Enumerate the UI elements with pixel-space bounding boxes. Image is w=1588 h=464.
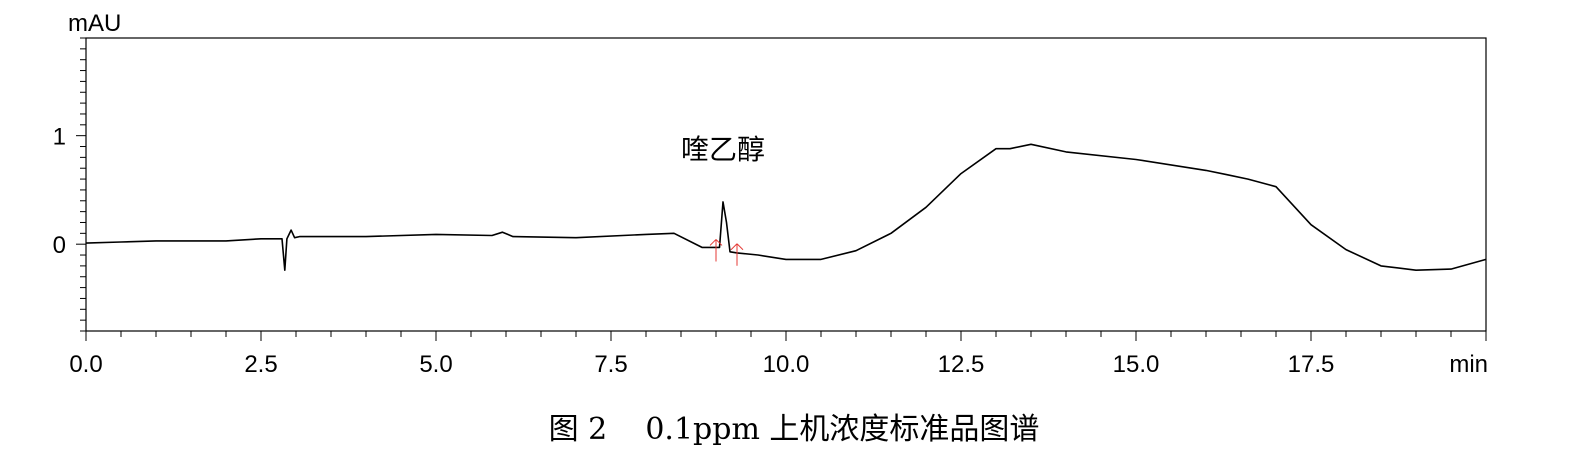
peak-annotations: 喹乙醇 [681,133,765,166]
x-tick-label: 2.5 [244,351,277,378]
marker-head-right [736,243,744,251]
chromatogram-chart: mAU 0.0 2.5 5.0 7.5 10.0 12.5 15.0 17.5 0 1 喹乙醇 m… [53,10,1488,378]
axis-ticks [76,37,1487,341]
axis-tick-labels: 0.0 2.5 5.0 7.5 10.0 12.5 15.0 17.5 0 1 [53,124,1335,378]
x-tick-label: 17.5 [1288,351,1335,378]
plot-frame [85,37,1487,332]
x-tick-label: 10.0 [763,351,810,378]
y-axis-unit-label: mAU [68,10,121,37]
marker-head-right [715,239,723,246]
peak-start-marker [709,239,723,262]
series-line [85,143,1487,272]
y-tick-label: 0 [53,232,66,259]
peak-integration-marks [709,239,744,266]
marker-head-left [709,239,717,246]
x-axis-unit-label: min [1449,351,1488,378]
x-tick-label: 15.0 [1113,351,1160,378]
chromatogram-trace [85,143,1487,272]
x-tick-label: 5.0 [419,351,452,378]
x-tick-label: 7.5 [594,351,627,378]
x-tick-label: 12.5 [938,351,985,378]
peak-end-marker [730,243,744,266]
x-tick-label: 0.0 [69,351,102,378]
peak-label: 喹乙醇 [681,133,765,166]
figure-caption: 图 2 0.1ppm 上机浓度标准品图谱 [548,412,1040,447]
plot-frame-rect [85,37,1487,332]
y-tick-label: 1 [53,124,66,151]
marker-head-left [730,243,738,251]
